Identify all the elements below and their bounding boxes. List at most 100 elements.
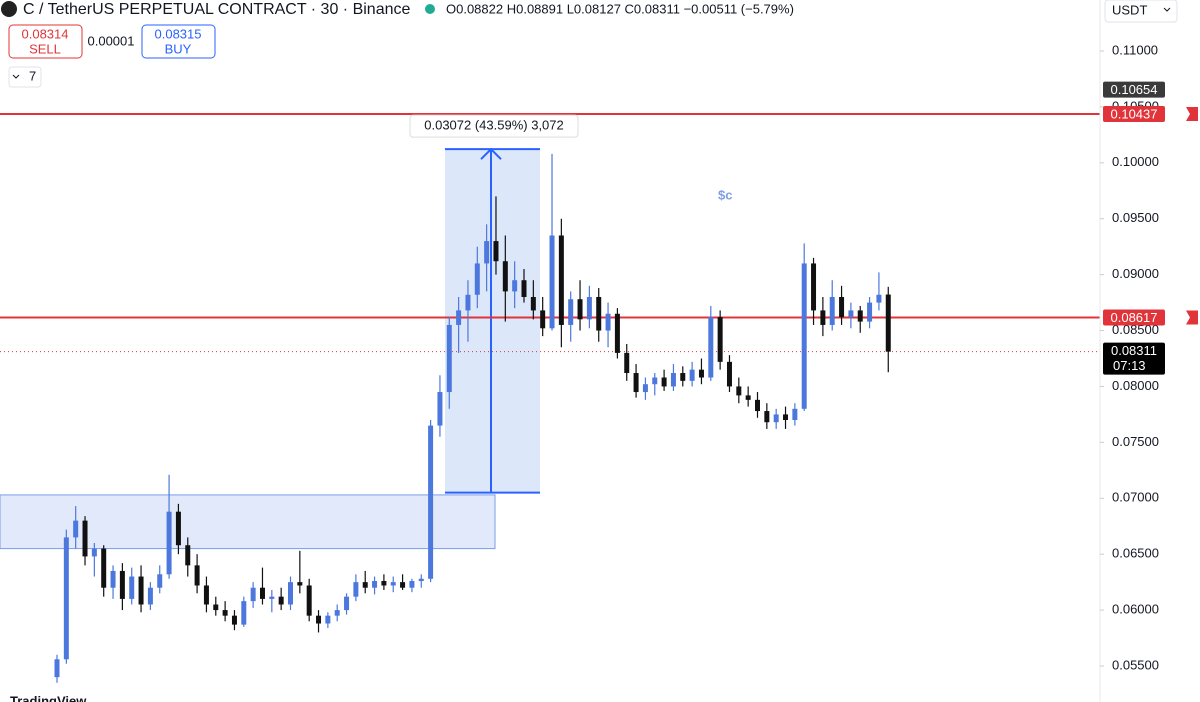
candle-body: [568, 299, 574, 325]
candle-body: [428, 425, 434, 579]
candle-body: [586, 296, 592, 320]
candle-body: [783, 414, 789, 420]
candle-body: [203, 585, 209, 605]
candle-body: [54, 659, 60, 678]
candle-body: [596, 296, 602, 331]
candle-body: [801, 263, 807, 409]
candle-body: [811, 263, 817, 311]
last-price-bg: [1103, 342, 1165, 375]
candle-body: [269, 596, 275, 599]
logo: TradingView: [10, 693, 87, 702]
y-tick-label: 0.07000: [1112, 490, 1159, 505]
buy-button[interactable]: [141, 24, 216, 59]
candle-body: [119, 570, 125, 599]
candle-body: [456, 310, 462, 325]
candle-body: [278, 596, 284, 605]
currency-select[interactable]: [1104, 0, 1178, 23]
candle-body: [876, 294, 882, 303]
candle-body: [680, 373, 686, 381]
candle-body: [194, 565, 200, 586]
candle-body: [698, 369, 704, 378]
candle-body: [446, 324, 452, 393]
candle-body: [521, 280, 527, 297]
y-tick-label: 0.09000: [1112, 266, 1159, 281]
candle-body: [344, 596, 350, 611]
overlay: 0.03072 (43.59%) 3,072 0.10654 0.10437 0.08…: [409, 81, 1198, 375]
hline-label: 0.10437: [1111, 106, 1158, 121]
y-tick-label: 0.08000: [1112, 378, 1159, 393]
spread: 0.00001: [88, 33, 135, 48]
candle-body: [839, 296, 845, 318]
indicator-count: 7: [29, 68, 36, 83]
arrow-head: [480, 147, 502, 160]
candle-body: [642, 384, 648, 393]
candle-body: [558, 235, 564, 325]
symbol-title: C / TetherUS PERPETUAL CONTRACT · 30 · B…: [23, 1, 410, 18]
candle-body: [717, 317, 723, 362]
candle-body: [129, 576, 135, 599]
candle-body: [101, 548, 107, 588]
zone: [0, 494, 496, 550]
candle-body: [390, 582, 396, 586]
sell-price: 0.08314: [22, 26, 69, 41]
candle-body: [885, 294, 891, 352]
y-tick-label: 0.07500: [1112, 434, 1159, 449]
candle-body: [138, 576, 144, 605]
candle-body: [316, 615, 322, 624]
candle-body: [297, 582, 303, 586]
candle-body: [73, 520, 79, 538]
candle-body: [334, 610, 340, 616]
candle-body: [792, 408, 798, 420]
hline-label-bg: [1103, 309, 1165, 326]
last-price: 0.08311: [1111, 343, 1157, 358]
candle-body: [745, 395, 751, 400]
candle-body: [166, 511, 172, 575]
annotation: $c: [718, 187, 732, 202]
sell-label: SELL: [29, 41, 61, 56]
sell-button[interactable]: [8, 24, 83, 59]
y-tick-label: 0.09500: [1112, 210, 1159, 225]
candle-body: [418, 578, 424, 582]
hline-label-bg: [1103, 105, 1165, 122]
candle-body: [474, 263, 480, 295]
candle-body: [185, 545, 191, 566]
currency: USDT: [1112, 2, 1147, 17]
candle-body: [222, 610, 228, 616]
candle-body: [231, 615, 237, 625]
candle-body: [288, 582, 293, 605]
status-dot: [425, 4, 435, 14]
candle-body: [764, 411, 770, 423]
y-tick-label: 0.10000: [1112, 154, 1159, 169]
candle-body: [512, 280, 518, 292]
symbol-icon: [1, 1, 17, 17]
y-tick-label: 0.11000: [1112, 42, 1158, 57]
y-tick-label: 0.05500: [1112, 657, 1159, 672]
candle-body: [409, 581, 415, 588]
candle-body: [213, 604, 219, 611]
candle-body: [857, 310, 863, 322]
price-axis: 0.05500 0.06000 0.06500 0.07000 0.07500 0.080…: [1100, 42, 1159, 672]
candle-body: [437, 392, 443, 426]
candle-body: [755, 399, 760, 412]
candle-body: [157, 574, 163, 588]
candle-body: [652, 377, 658, 385]
candle-body: [493, 241, 499, 262]
candle-body: [502, 261, 508, 292]
candle-body: [241, 601, 247, 625]
candle-body: [110, 570, 116, 588]
candle-body: [605, 313, 611, 331]
candle-body: [250, 587, 256, 602]
candle-body: [577, 299, 583, 320]
candle-body: [484, 241, 490, 264]
y-tick-label: 0.06000: [1112, 602, 1159, 617]
candle-body: [726, 361, 732, 387]
y-tick-label: 0.06500: [1112, 546, 1159, 561]
candle-body: [325, 615, 331, 624]
candle-body: [147, 587, 153, 605]
indicator-toggle[interactable]: [8, 66, 42, 88]
candle-body: [820, 310, 826, 325]
candle-body: [670, 373, 676, 387]
